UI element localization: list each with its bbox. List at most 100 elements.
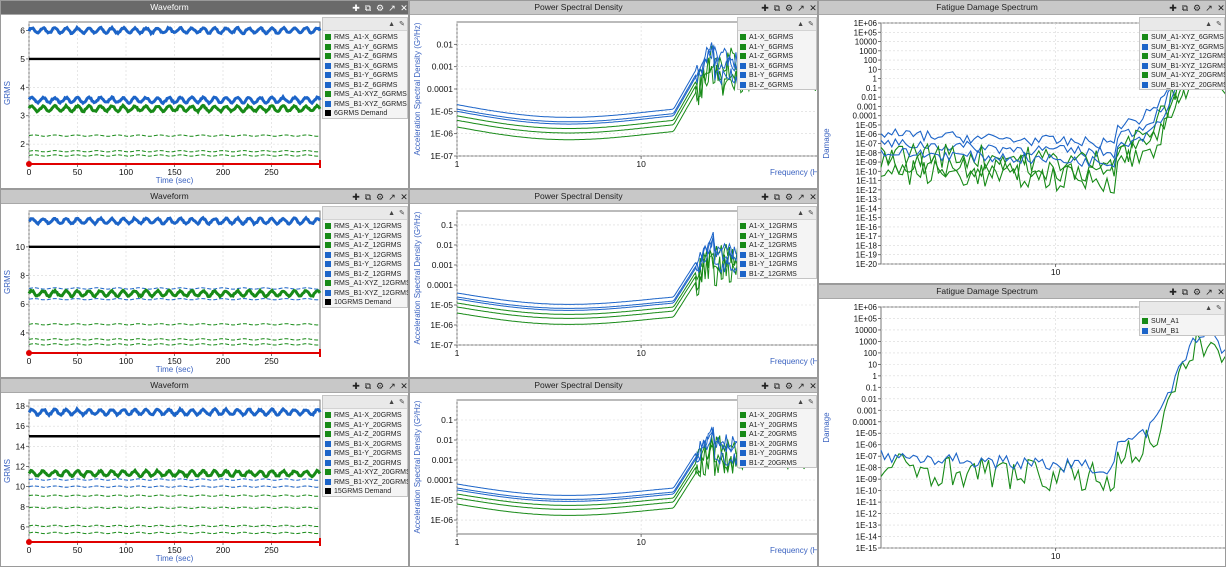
legend-edit-icon[interactable]: ✎ [399, 399, 405, 406]
cursor-start-handle[interactable] [26, 161, 32, 167]
expand-icon[interactable]: ↗ [797, 192, 805, 202]
expand-icon[interactable]: ↗ [388, 3, 396, 13]
legend-collapse-icon[interactable]: ▲ [797, 21, 804, 28]
legend-item[interactable]: 15GRMS Demand [325, 487, 391, 497]
legend-item[interactable]: B1-X_20GRMS [740, 440, 797, 450]
crosshair-icon[interactable]: ✚ [1169, 287, 1177, 297]
plot-area[interactable]: 2 3 4 5 6 0 50 100 150 200 250 Time (sec) GRMS [1, 16, 409, 189]
legend-item[interactable]: SUM_B1-XYZ_20GRMS [1142, 81, 1225, 91]
legend-collapse-icon[interactable]: ▲ [388, 21, 395, 28]
copy-icon[interactable]: ⧉ [773, 3, 781, 13]
legend-collapse-icon[interactable]: ▲ [388, 210, 395, 217]
panel-titlebar[interactable]: Fatigue Damage Spectrum ✚ ⧉ ⚙ ↗ ✕ [819, 1, 1225, 15]
copy-icon[interactable]: ⧉ [1181, 3, 1189, 13]
legend-edit-icon[interactable]: ✎ [1216, 21, 1222, 28]
legend-edit-icon[interactable]: ✎ [808, 21, 814, 28]
panel-titlebar[interactable]: Waveform ✚ ⧉ ⚙ ↗ ✕ [1, 379, 408, 393]
legend-item[interactable]: RMS_A1-XYZ_6GRMS [325, 90, 407, 100]
legend-item[interactable]: RMS_A1-Y_12GRMS [325, 232, 402, 242]
legend-item[interactable]: A1-Z_20GRMS [740, 430, 797, 440]
crosshair-icon[interactable]: ✚ [352, 3, 360, 13]
panel-titlebar[interactable]: Power Spectral Density ✚ ⧉ ⚙ ↗ ✕ [410, 379, 817, 393]
legend-collapse-icon[interactable]: ▲ [1205, 305, 1212, 312]
plot-area[interactable]: 1E+061E+051000010001001010.10.010.0010.0… [819, 16, 1226, 284]
legend-item[interactable]: B1-Y_12GRMS [740, 260, 797, 270]
cursor-start-handle[interactable] [26, 350, 32, 356]
legend-item[interactable]: SUM_B1 [1142, 327, 1179, 337]
gear-icon[interactable]: ⚙ [375, 192, 385, 202]
legend-item[interactable]: RMS_A1-X_6GRMS [325, 33, 398, 43]
legend-item[interactable]: RMS_A1-Z_12GRMS [325, 241, 401, 251]
expand-icon[interactable]: ↗ [388, 192, 396, 202]
close-icon[interactable]: ✕ [400, 3, 408, 13]
crosshair-icon[interactable]: ✚ [761, 192, 769, 202]
crosshair-icon[interactable]: ✚ [352, 381, 360, 391]
legend-item[interactable]: RMS_B1-Z_20GRMS [325, 459, 401, 469]
legend-item[interactable]: RMS_B1-X_12GRMS [325, 251, 402, 261]
gear-icon[interactable]: ⚙ [784, 3, 794, 13]
legend-item[interactable]: RMS_A1-X_20GRMS [325, 411, 402, 421]
legend-collapse-icon[interactable]: ▲ [797, 210, 804, 217]
legend-item[interactable]: A1-X_6GRMS [740, 33, 793, 43]
legend-item[interactable]: B1-Y_20GRMS [740, 449, 797, 459]
copy-icon[interactable]: ⧉ [364, 381, 372, 391]
legend-edit-icon[interactable]: ✎ [399, 21, 405, 28]
legend-edit-icon[interactable]: ✎ [808, 399, 814, 406]
expand-icon[interactable]: ↗ [797, 381, 805, 391]
close-icon[interactable]: ✕ [809, 3, 817, 13]
legend-item[interactable]: RMS_B1-Y_12GRMS [325, 260, 402, 270]
legend-edit-icon[interactable]: ✎ [1216, 305, 1222, 312]
panel-titlebar[interactable]: Waveform ✚ ⧉ ⚙ ↗ ✕ [1, 1, 408, 15]
legend-item[interactable]: B1-Z_20GRMS [740, 459, 797, 469]
close-icon[interactable]: ✕ [809, 381, 817, 391]
legend-item[interactable]: RMS_B1-XYZ_6GRMS [325, 100, 407, 110]
legend-item[interactable]: 6GRMS Demand [325, 109, 387, 119]
legend-item[interactable]: RMS_B1-XYZ_12GRMS [325, 289, 408, 299]
legend-item[interactable]: A1-Z_6GRMS [740, 52, 793, 62]
gear-icon[interactable]: ⚙ [375, 3, 385, 13]
legend-item[interactable]: A1-X_20GRMS [740, 411, 797, 421]
gear-icon[interactable]: ⚙ [375, 381, 385, 391]
copy-icon[interactable]: ⧉ [364, 3, 372, 13]
legend-item[interactable]: RMS_A1-Z_6GRMS [325, 52, 397, 62]
legend-item[interactable]: A1-Y_6GRMS [740, 43, 793, 53]
close-icon[interactable]: ✕ [400, 381, 408, 391]
legend-item[interactable]: RMS_A1-X_12GRMS [325, 222, 402, 232]
legend-collapse-icon[interactable]: ▲ [1205, 21, 1212, 28]
legend-item[interactable]: SUM_B1-XYZ_6GRMS [1142, 43, 1224, 53]
legend-edit-icon[interactable]: ✎ [399, 210, 405, 217]
copy-icon[interactable]: ⧉ [364, 192, 372, 202]
legend-item[interactable]: RMS_B1-Z_12GRMS [325, 270, 401, 280]
close-icon[interactable]: ✕ [1217, 3, 1225, 13]
plot-area[interactable]: 6 8 10 12 14 16 18 0 50 100 150 200 250 Time (sec) GRM… [1, 394, 409, 567]
gear-icon[interactable]: ⚙ [784, 381, 794, 391]
expand-icon[interactable]: ↗ [797, 3, 805, 13]
copy-icon[interactable]: ⧉ [773, 192, 781, 202]
expand-icon[interactable]: ↗ [1205, 287, 1213, 297]
close-icon[interactable]: ✕ [400, 192, 408, 202]
legend-item[interactable]: A1-Z_12GRMS [740, 241, 797, 251]
legend-item[interactable]: B1-Y_6GRMS [740, 71, 793, 81]
legend-item[interactable]: RMS_A1-Y_20GRMS [325, 421, 402, 431]
legend-item[interactable]: SUM_A1-XYZ_6GRMS [1142, 33, 1224, 43]
crosshair-icon[interactable]: ✚ [761, 3, 769, 13]
legend-item[interactable]: SUM_B1-XYZ_12GRMS [1142, 62, 1225, 72]
legend-item[interactable]: RMS_B1-XYZ_20GRMS [325, 478, 408, 488]
gear-icon[interactable]: ⚙ [784, 192, 794, 202]
legend-item[interactable]: RMS_A1-XYZ_12GRMS [325, 279, 408, 289]
crosshair-icon[interactable]: ✚ [1169, 3, 1177, 13]
copy-icon[interactable]: ⧉ [1181, 287, 1189, 297]
cursor-start-handle[interactable] [26, 539, 32, 545]
crosshair-icon[interactable]: ✚ [761, 381, 769, 391]
legend-item[interactable]: RMS_A1-XYZ_20GRMS [325, 468, 408, 478]
legend-item[interactable]: RMS_B1-X_20GRMS [325, 440, 402, 450]
gear-icon[interactable]: ⚙ [1192, 287, 1202, 297]
legend-item[interactable]: SUM_A1-XYZ_20GRMS [1142, 71, 1225, 81]
copy-icon[interactable]: ⧉ [773, 381, 781, 391]
legend-item[interactable]: RMS_B1-Z_6GRMS [325, 81, 397, 91]
legend-item[interactable]: A1-X_12GRMS [740, 222, 797, 232]
legend-item[interactable]: A1-Y_12GRMS [740, 232, 797, 242]
expand-icon[interactable]: ↗ [1205, 3, 1213, 13]
panel-titlebar[interactable]: Fatigue Damage Spectrum ✚ ⧉ ⚙ ↗ ✕ [819, 285, 1225, 299]
